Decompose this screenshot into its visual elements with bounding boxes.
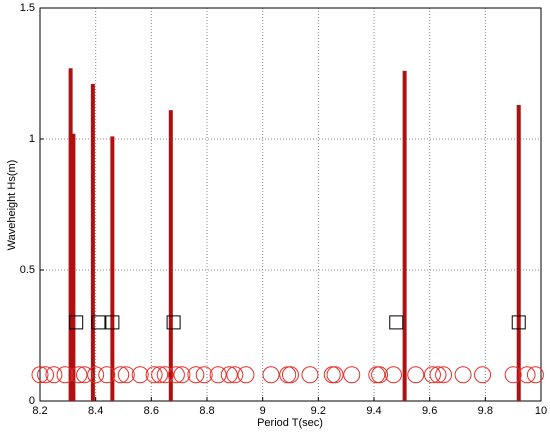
circle-marker (167, 366, 185, 384)
circle-marker (131, 366, 149, 384)
x-tick-label: 8.2 (32, 405, 47, 417)
circle-marker (209, 366, 227, 384)
circle-marker (301, 366, 319, 384)
x-tick-label: 8.6 (144, 405, 159, 417)
circle-marker (454, 366, 472, 384)
circle-marker (343, 366, 361, 384)
bar (90, 83, 95, 401)
circle-marker (282, 366, 299, 384)
y-tick-label: 0.5 (20, 264, 35, 276)
plot-area (40, 8, 541, 401)
square-marker (166, 315, 181, 330)
x-axis-label: Period T(sec) (257, 417, 323, 429)
circle-marker (117, 366, 135, 384)
circle-marker (187, 366, 205, 384)
circle-marker (220, 366, 238, 384)
axes-box (39, 7, 542, 402)
circle-marker (237, 366, 255, 384)
circle-marker (429, 366, 447, 384)
x-tick-label: 9.8 (478, 405, 493, 417)
circle-marker (326, 366, 344, 384)
y-axis-label: Waveheight Hs(m) (6, 160, 18, 251)
circle-marker (371, 366, 389, 384)
circle-marker (56, 366, 74, 384)
circle-marker (435, 366, 453, 384)
circle-marker (526, 366, 544, 384)
circle-marker (98, 366, 116, 384)
circle-marker (45, 366, 63, 384)
circle-marker (195, 366, 213, 384)
circle-marker (151, 366, 169, 384)
circle-marker (31, 366, 49, 384)
bar (168, 110, 173, 402)
circle-marker (37, 366, 55, 384)
circle-marker (474, 366, 492, 384)
circle-marker (76, 366, 94, 384)
y-tick-label: 0 (29, 395, 35, 407)
x-tick-label: 9.4 (366, 405, 381, 417)
circle-marker (504, 366, 522, 384)
y-tick-label: 1.5 (20, 2, 35, 14)
x-tick-label: 10 (535, 405, 547, 417)
circle-marker (262, 366, 280, 384)
circle-marker (145, 366, 163, 384)
circle-marker (226, 366, 244, 384)
x-tick-label: 9.6 (422, 405, 437, 417)
square-marker (91, 315, 106, 330)
square-marker (105, 315, 120, 330)
square-marker (69, 315, 84, 330)
bar (516, 104, 521, 401)
bar (71, 133, 76, 401)
bar (68, 68, 73, 401)
square-marker (511, 315, 526, 330)
circle-marker (518, 366, 536, 384)
circle-marker (384, 366, 402, 384)
bar (402, 70, 407, 401)
circle-marker (407, 366, 425, 384)
circle-marker (70, 366, 88, 384)
y-tick-label: 1 (29, 133, 35, 145)
x-tick-label: 9 (260, 405, 266, 417)
circle-marker (173, 366, 191, 384)
square-marker (389, 315, 404, 330)
circle-marker (112, 366, 130, 384)
circle-marker (87, 366, 105, 384)
circle-marker (423, 366, 441, 384)
x-tick-label: 8.4 (88, 405, 103, 417)
x-tick-label: 8.8 (199, 405, 214, 417)
bar (110, 136, 115, 401)
x-tick-label: 9.2 (311, 405, 326, 417)
circle-marker (156, 366, 174, 384)
